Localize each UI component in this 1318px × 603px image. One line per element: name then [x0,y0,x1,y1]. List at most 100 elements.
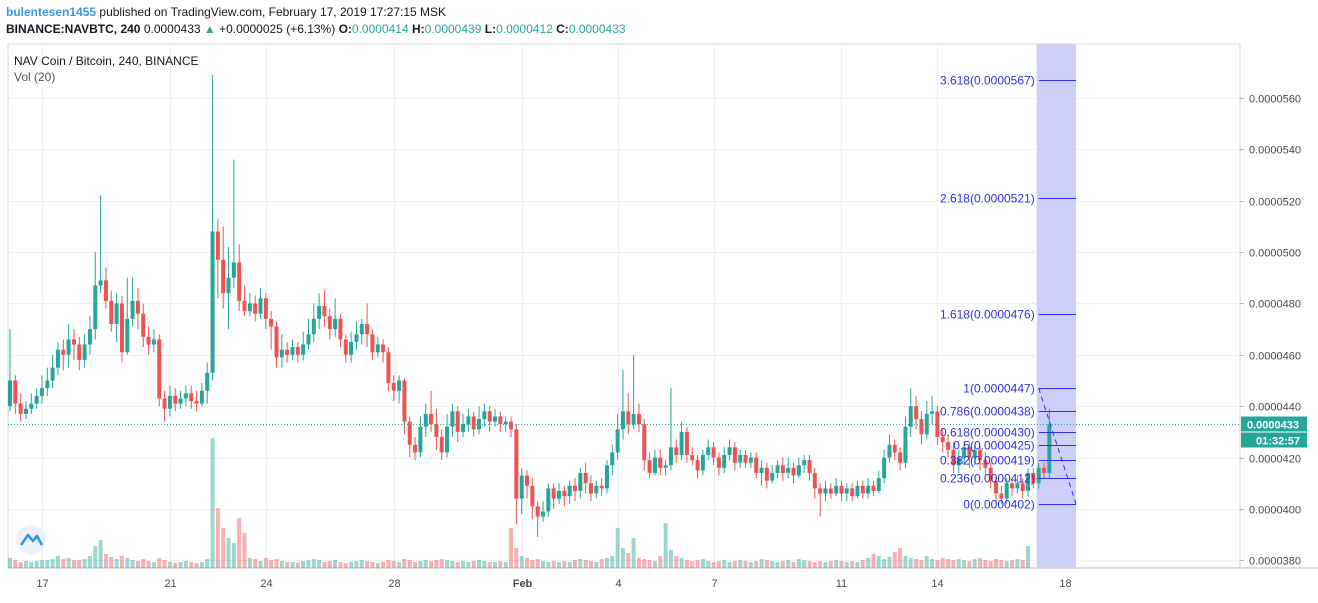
low-value: 0.0000412 [496,22,553,36]
candle-up [167,395,172,409]
candle-up [50,367,55,381]
y-tick-label: 0.0000500 [1249,248,1301,260]
volume-bar [615,528,620,568]
fib-level-label: 1.618(0.0000476) [940,308,1035,322]
volume-bar [157,558,162,568]
candle-down [695,460,700,471]
candle-up [578,472,583,491]
candle-down [221,259,226,294]
volume-bar [914,559,919,568]
volume-bar [381,562,386,568]
x-tick-label: 4 [615,578,621,590]
candle-up [567,485,572,497]
volume-bar [23,561,28,568]
volume-bar [317,560,322,568]
candle-up [802,460,807,466]
volume-bar [461,561,466,568]
candle-up [301,344,306,355]
candle-up [183,393,188,399]
candle-up [423,413,428,427]
candle-up [397,380,402,391]
volume-bar [967,561,972,568]
candle-down [509,421,514,430]
x-tick-label: 14 [931,578,943,590]
volume-bar [887,557,892,568]
candle-down [572,485,577,491]
volume-bar [722,560,727,568]
author-link[interactable]: bulentesen1455 [6,5,97,19]
candle-down [780,465,785,473]
volume-bar [285,562,290,568]
candle-down [684,431,689,455]
candle-down [850,488,855,497]
volume-bar [413,562,418,568]
candle-up [519,475,524,499]
volume-bar [716,561,721,568]
candle-down [322,306,327,317]
volume-bar [562,561,567,568]
volume-bar [535,559,540,568]
fib-trend-line [1038,388,1077,504]
candle-up [844,488,849,494]
volume-bar [988,561,993,568]
candle-down [109,300,114,324]
candle-down [935,411,940,437]
low-label: L: [484,22,497,36]
candle-down [295,347,300,355]
x-tick-label: 28 [388,578,400,590]
candle-down [642,424,647,461]
candle-down [253,303,258,314]
candle-down [429,413,434,425]
candle-down [157,339,162,399]
volume-bar [754,561,759,568]
volume-bar [695,560,700,568]
volume-bar [1020,560,1025,568]
volume-bar [487,562,492,568]
volume-bar [455,562,460,568]
volume-bar [50,559,55,568]
volume-bar [962,560,967,568]
volume-bar [876,556,881,568]
fib-level-label: 3.618(0.0000567) [940,74,1035,88]
volume-bar [679,558,684,568]
candle-up [87,329,92,345]
candle-up [445,426,450,453]
volume-bar [215,508,220,568]
volume-bar [700,559,705,568]
volume-bar [173,563,178,568]
volume-bar [908,558,913,568]
candle-up [114,303,119,324]
volume-bar [727,562,732,568]
volume-bar [87,556,92,568]
volume-bar [386,560,391,568]
candle-down [514,429,519,499]
candle-down [135,300,140,314]
x-tick-label: 21 [164,578,176,590]
published-text: published on TradingView.com, February 1… [99,5,447,19]
candle-up [482,411,487,420]
volume-bar [61,559,66,568]
fib-time-zone [1036,44,1076,568]
candle-down [599,485,604,489]
volume-bar [999,560,1004,568]
candle-up [556,490,561,499]
volume-bar [477,560,482,568]
volume-bar [892,552,897,568]
volume-bar [146,561,151,568]
volume-bar [663,523,668,568]
candle-up [311,318,316,335]
candle-up [727,447,732,455]
volume-bar [642,559,647,568]
candle-down [828,488,833,494]
volume-bar [183,561,188,568]
close-label: C: [556,22,569,36]
y-tick-label: 0.0000560 [1249,94,1301,106]
high-value: 0.0000439 [424,22,482,36]
candle-up [738,454,743,463]
candle-down [263,298,268,319]
candle-down [658,457,663,468]
candle-up [786,467,791,473]
volume-bar [514,548,519,568]
volume-bar [743,561,748,568]
